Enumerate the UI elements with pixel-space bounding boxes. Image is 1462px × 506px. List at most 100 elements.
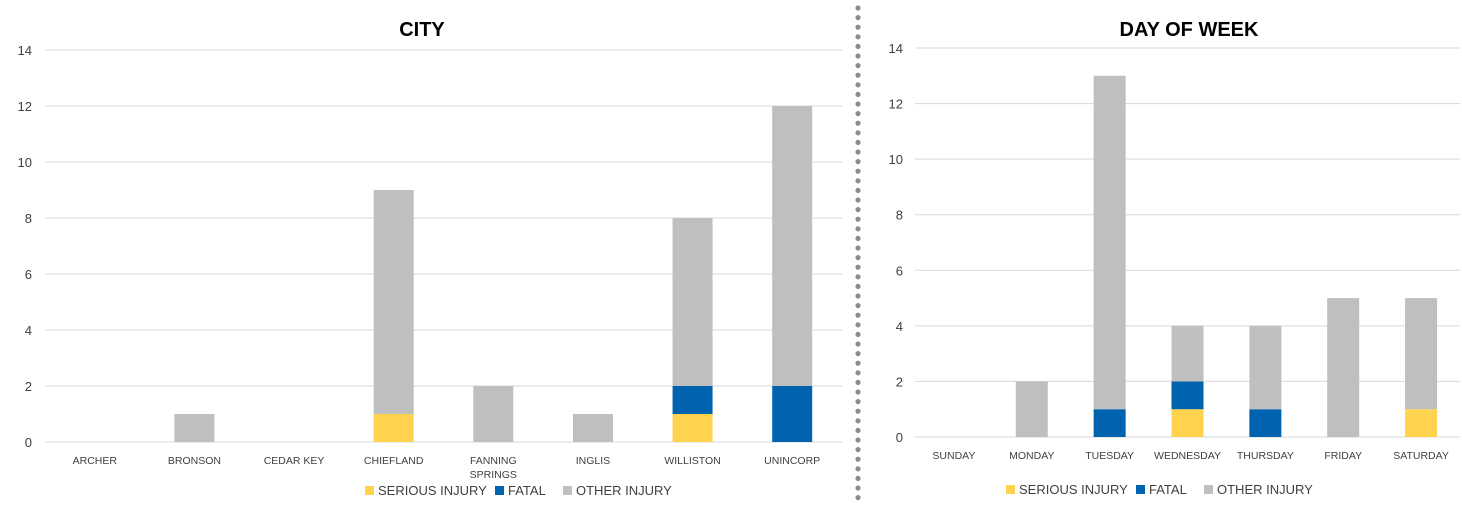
divider-dot (855, 216, 861, 222)
day-bar-serious (1171, 409, 1204, 437)
city-bar-other (772, 106, 813, 386)
city-y-tick-label: 6 (25, 267, 32, 282)
divider-dot (855, 264, 861, 270)
day-legend-swatch-other (1204, 485, 1213, 494)
city-y-tick-label: 10 (18, 155, 32, 170)
chart-divider (855, 5, 861, 501)
divider-dot (855, 447, 861, 453)
day-category-label: FRIDAY (1324, 450, 1362, 462)
divider-dot (855, 475, 861, 481)
city-category-label: ARCHER (73, 455, 118, 467)
divider-dot (855, 226, 861, 232)
divider-dot (855, 82, 861, 88)
day-bar-other (1249, 325, 1282, 410)
divider-dot (855, 149, 861, 155)
city-y-tick-label: 4 (25, 323, 32, 338)
divider-dot (855, 293, 861, 299)
divider-dot (855, 437, 861, 443)
day-y-tick-label: 14 (889, 41, 903, 56)
divider-dot (855, 111, 861, 117)
divider-dot (855, 418, 861, 424)
day-y-tick-label: 0 (896, 430, 903, 445)
day-category-label: WEDNESDAY (1154, 450, 1221, 462)
day-bar-serious (1405, 409, 1438, 437)
city-y-tick-label: 14 (18, 43, 32, 58)
city-chart: CITY 0 2 4 6 8 10 12 14 ARCHER BRONSON CEDAR KEY CHI… (18, 19, 842, 498)
divider-dot (855, 101, 861, 107)
day-y-tick-label: 10 (889, 152, 903, 167)
divider-dot (855, 53, 861, 59)
city-category-label: CEDAR KEY (264, 455, 325, 467)
divider-dot (855, 15, 861, 21)
divider-dot (855, 139, 861, 145)
city-chart-title: CITY (399, 19, 445, 41)
day-bar-other (1015, 381, 1048, 437)
city-legend-label-fatal: FATAL (508, 483, 546, 498)
divider-dot (855, 178, 861, 184)
day-y-tick-label: 6 (896, 263, 903, 278)
city-legend-swatch-other (563, 486, 572, 495)
day-bar-fatal (1249, 409, 1282, 437)
divider-dot (855, 312, 861, 318)
city-legend-swatch-serious (365, 486, 374, 495)
divider-dot (855, 43, 861, 50)
divider-dot (855, 235, 861, 241)
divider-dot (855, 283, 861, 289)
divider-dot (855, 495, 861, 501)
divider-dot (855, 399, 861, 405)
divider-dot (855, 255, 861, 261)
divider-dot (855, 322, 861, 328)
divider-dot (855, 485, 861, 491)
city-category-label: FANNING SPRINGS (470, 455, 517, 481)
day-legend-label-serious: SERIOUS INJURY (1019, 482, 1128, 497)
divider-dot (855, 379, 861, 385)
city-legend-label-serious: SERIOUS INJURY (378, 483, 487, 498)
divider-dot (855, 207, 861, 213)
city-category-label: BRONSON (168, 455, 221, 467)
day-bar-fatal (1171, 381, 1204, 410)
day-category-label: TUESDAY (1085, 450, 1134, 462)
divider-dot (855, 370, 861, 376)
day-category-label: SUNDAY (932, 450, 975, 462)
city-bar-other (473, 386, 514, 442)
divider-dot (855, 5, 861, 11)
divider-dot (855, 130, 861, 136)
divider-dot (855, 456, 861, 462)
divider-dot (855, 331, 861, 337)
divider-dot (855, 389, 861, 395)
city-legend-swatch-fatal (495, 486, 504, 495)
day-bar-other (1093, 75, 1126, 410)
day-category-label: SATURDAY (1393, 450, 1449, 462)
divider-dot (855, 427, 861, 433)
day-chart: DAY OF WEEK 0 2 4 6 8 10 12 14 SUNDAY MONDAY TUESDA… (889, 19, 1460, 497)
divider-dot (855, 360, 861, 366)
day-bar-fatal (1093, 409, 1126, 437)
day-y-tick-label: 4 (896, 319, 903, 334)
divider-dot (855, 91, 861, 97)
divider-dot (855, 72, 861, 78)
divider-dot (855, 187, 861, 193)
day-category-label: THURSDAY (1237, 450, 1294, 462)
day-y-tick-label: 2 (896, 374, 903, 389)
divider-dot (855, 351, 861, 357)
divider-dot (855, 120, 861, 126)
city-category-label: INGLIS (576, 455, 610, 467)
day-bar-other (1405, 298, 1438, 410)
divider-dot (855, 159, 861, 165)
divider-dot (855, 63, 861, 69)
divider-dot (855, 245, 861, 251)
city-bar-serious (672, 414, 713, 442)
day-legend-swatch-fatal (1136, 485, 1145, 494)
divider-dot (855, 341, 861, 347)
divider-dot (855, 24, 861, 30)
day-legend-label-fatal: FATAL (1149, 482, 1187, 497)
city-legend-label-other: OTHER INJURY (576, 483, 672, 498)
divider-dot (855, 168, 861, 174)
divider-dot (855, 466, 861, 472)
day-bar-other (1171, 325, 1204, 382)
divider-dot (855, 34, 861, 40)
divider-dot (855, 303, 861, 309)
divider-dot (855, 408, 861, 414)
day-category-label: MONDAY (1009, 450, 1054, 462)
